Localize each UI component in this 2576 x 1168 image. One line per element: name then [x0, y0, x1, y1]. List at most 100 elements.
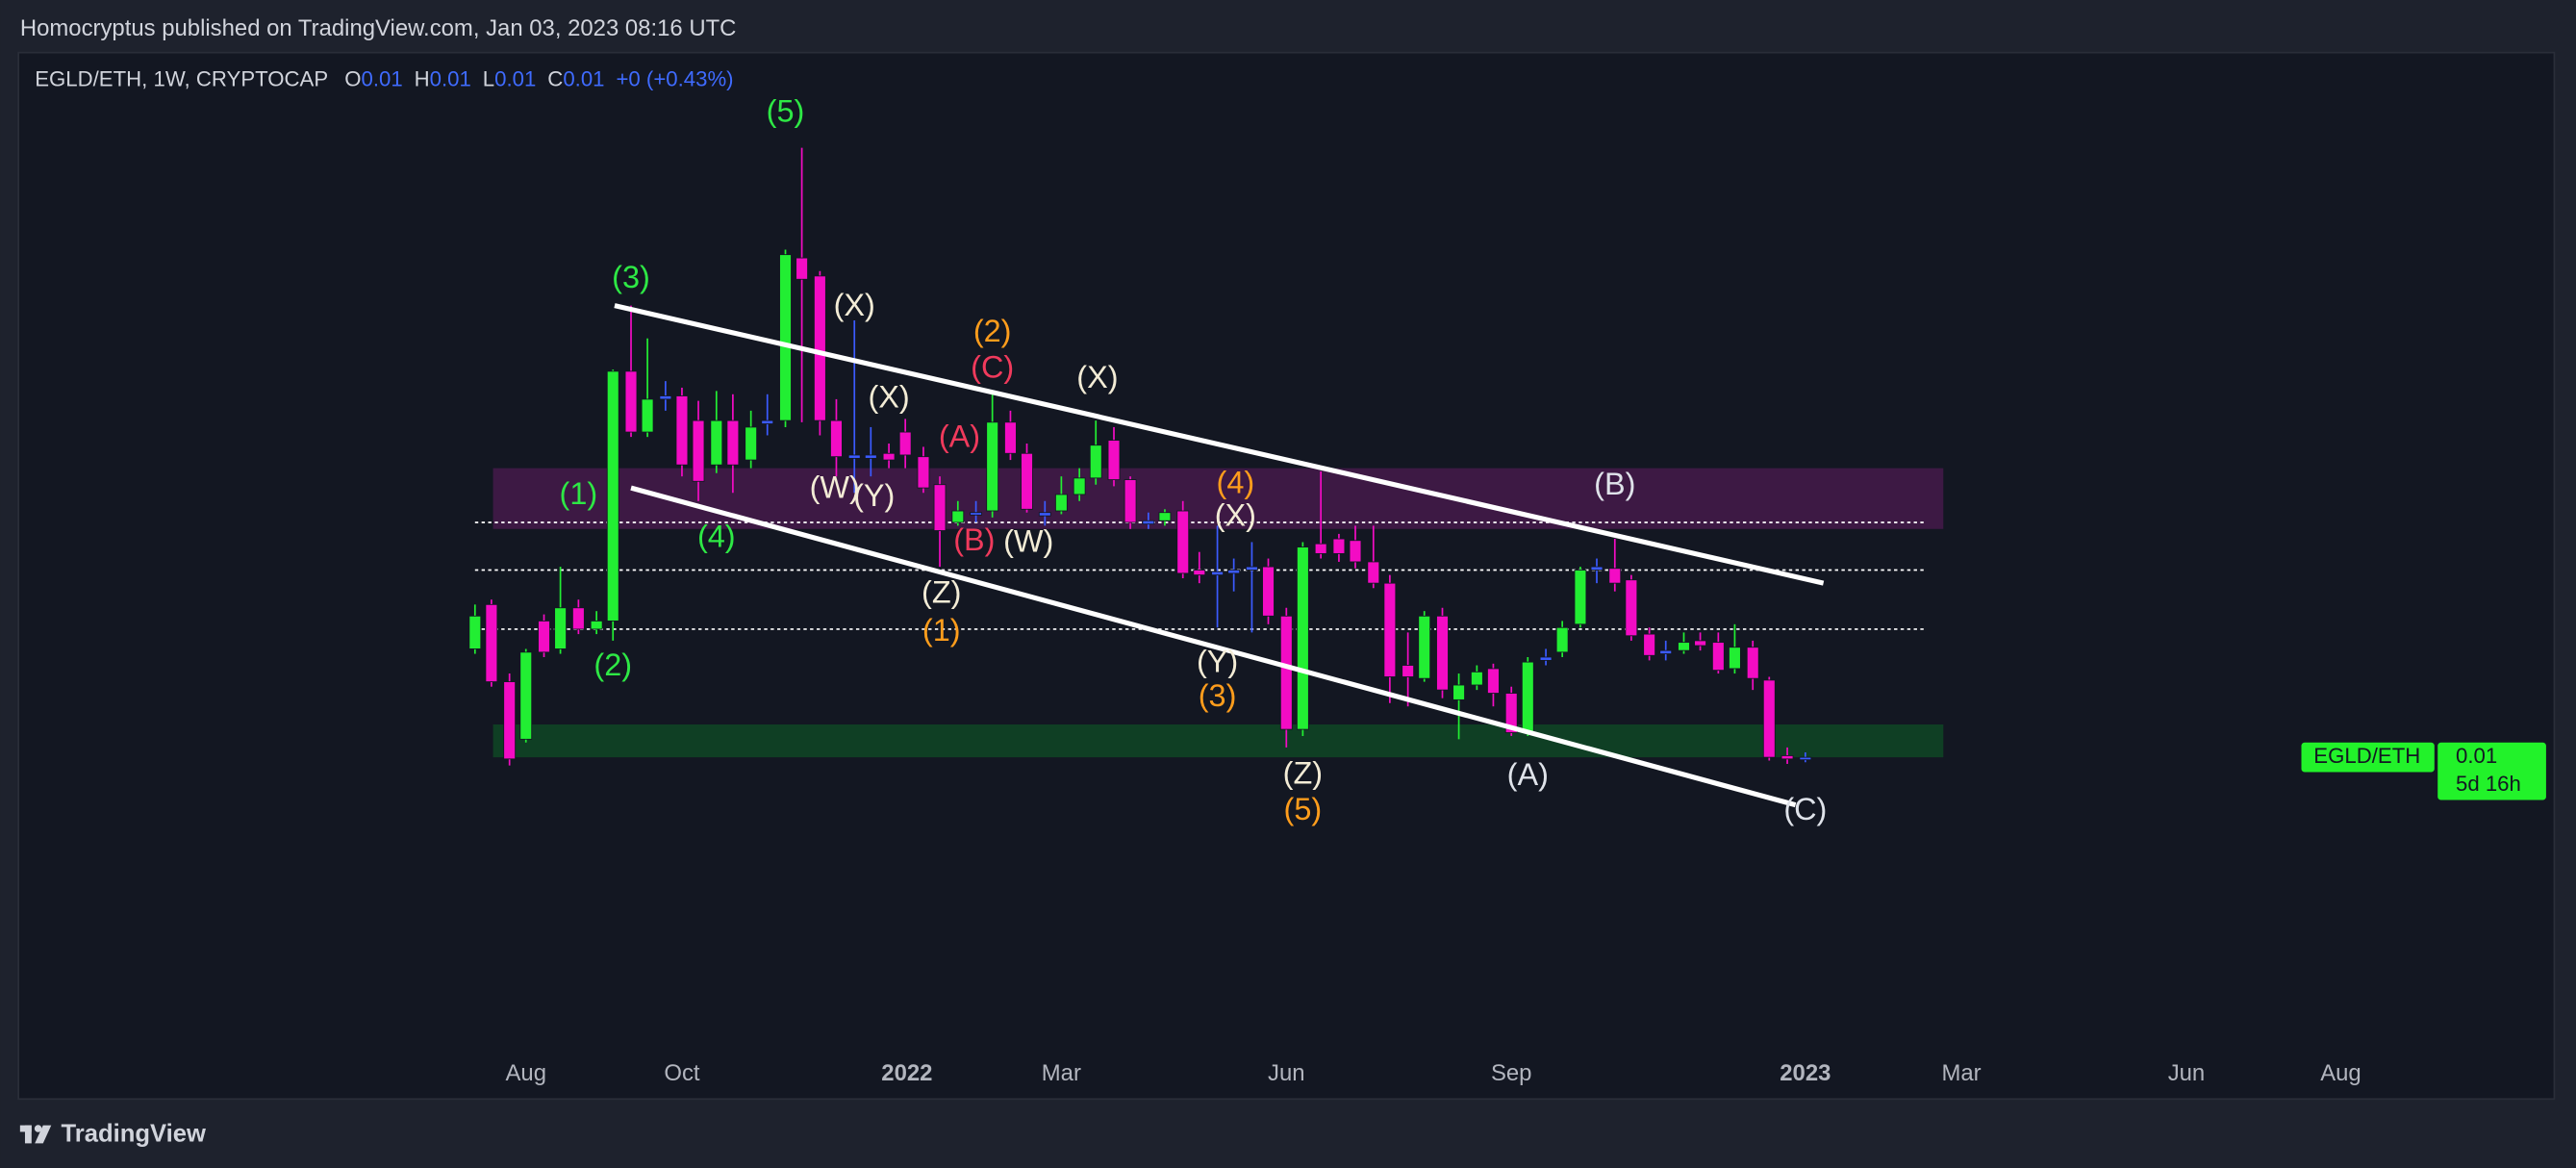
- x-tick-label: Jun: [2168, 1060, 2206, 1086]
- candle-body: [1107, 440, 1121, 481]
- candle-body: [1246, 566, 1258, 571]
- candle-body: [1574, 570, 1587, 625]
- candle-body: [538, 620, 550, 653]
- ohlc-label: L: [483, 67, 494, 91]
- candle-body: [1487, 668, 1500, 694]
- candle-body: [1262, 566, 1275, 617]
- candle-body: [1729, 647, 1741, 670]
- candle-body: [1142, 520, 1155, 525]
- candle-body: [1746, 647, 1759, 679]
- candle-body: [830, 419, 843, 458]
- x-tick-label: Aug: [2320, 1060, 2361, 1086]
- candle-body: [1158, 512, 1172, 521]
- logo-part: [35, 1125, 52, 1144]
- candle-body: [986, 421, 999, 512]
- logo-part: [24, 1125, 32, 1144]
- candle-body: [659, 395, 672, 400]
- candle-body: [590, 620, 603, 630]
- chart-pane: [17, 51, 2556, 1101]
- candle-body: [710, 419, 723, 466]
- candle-body: [1038, 512, 1051, 517]
- ohlc-value: 0.01: [563, 67, 604, 91]
- candle-body: [847, 454, 861, 459]
- candle-body: [1004, 421, 1017, 454]
- candle-body: [1780, 755, 1794, 760]
- candle-body: [1418, 615, 1431, 679]
- candle-body: [726, 419, 740, 466]
- wave-label: (X): [1076, 360, 1118, 394]
- x-axis: Aug Oct 2022 Mar Jun Sep 2023 Mar Jun Aug: [505, 1060, 2361, 1086]
- candle-body: [1436, 615, 1449, 691]
- wave-label: (X): [1215, 497, 1256, 532]
- x-tick-label: 2023: [1780, 1060, 1831, 1086]
- candle-body: [933, 484, 947, 531]
- ohlc-label: O: [344, 67, 361, 91]
- x-tick-label: 2022: [881, 1060, 932, 1086]
- candle-body: [606, 370, 619, 622]
- candle-body: [1539, 656, 1553, 661]
- wave-label: (2): [593, 647, 632, 682]
- legend-change: +0 (+0.43%): [616, 67, 733, 91]
- price-tag-countdown: 5d 16h: [2456, 772, 2521, 796]
- ohlc-label: C: [547, 67, 563, 91]
- wave-label: (W): [810, 470, 860, 504]
- candle-body: [1332, 538, 1346, 554]
- candle-body: [1678, 642, 1690, 651]
- candle-body: [796, 257, 808, 280]
- wave-label: (3): [1199, 678, 1237, 713]
- candle-body: [1054, 494, 1068, 512]
- candle-body: [1296, 546, 1309, 730]
- candle-body: [675, 395, 689, 466]
- wave-label: (B): [953, 522, 995, 557]
- price-tag-price: 0.01: [2456, 744, 2497, 768]
- lower-trendline: [630, 485, 1797, 808]
- legend: EGLD/ETH, 1W, CRYPTOCAP O0.01 H0.01 L0.01 C0…: [35, 67, 733, 91]
- candle-body: [1452, 684, 1465, 700]
- wave-label: (5): [1284, 792, 1323, 826]
- candle-body: [1799, 756, 1812, 761]
- resistance-zone: [492, 468, 1944, 529]
- symbol-tag-text: EGLD/ETH: [2313, 744, 2420, 768]
- x-tick-label: Sep: [1491, 1060, 1532, 1086]
- wave-labels: (5)(3)(1)(4)(2)(X)(X)(W)(Y)(Z)(W)(X)(X)(…: [560, 93, 1828, 826]
- candle-body: [1383, 582, 1397, 677]
- tv-logo: [19, 1125, 52, 1144]
- candle-body: [1555, 626, 1569, 653]
- wave-label: (2): [973, 314, 1012, 348]
- wave-label: (4): [1217, 465, 1255, 499]
- candle-body: [571, 607, 585, 630]
- wave-label: (1): [560, 476, 598, 511]
- candle-body: [1367, 561, 1380, 584]
- candles: [468, 147, 1812, 766]
- candle-body: [745, 426, 758, 461]
- price-tag: [2437, 742, 2546, 800]
- wave-label: (Z): [922, 575, 961, 610]
- x-tick-label: Oct: [664, 1060, 700, 1086]
- candle-body: [519, 651, 533, 740]
- candle-body: [1521, 661, 1534, 733]
- upper-trendline: [614, 303, 1825, 586]
- candle-body: [503, 681, 517, 760]
- wave-label: (A): [939, 419, 980, 453]
- candle-body: [1089, 444, 1102, 479]
- candle-body: [1193, 570, 1206, 576]
- ohlc-value: 0.01: [430, 67, 471, 91]
- wave-label: (C): [1783, 792, 1827, 826]
- candle-body: [1124, 479, 1137, 523]
- ohlc-label: H: [415, 67, 430, 91]
- candle-body: [1694, 640, 1706, 647]
- candle-body: [1073, 477, 1086, 495]
- x-tick-label: Mar: [1941, 1060, 1981, 1086]
- wave-label: (Z): [1283, 755, 1323, 790]
- candle-body: [485, 603, 498, 683]
- candle-body: [1762, 679, 1776, 758]
- wave-label: (C): [971, 350, 1014, 385]
- wave-label: (1): [922, 613, 961, 647]
- wave-label: (5): [767, 93, 805, 128]
- candle-body: [779, 254, 792, 421]
- candle-body: [1176, 510, 1190, 574]
- candle-body: [641, 398, 654, 433]
- ohlc-value: 0.01: [494, 67, 536, 91]
